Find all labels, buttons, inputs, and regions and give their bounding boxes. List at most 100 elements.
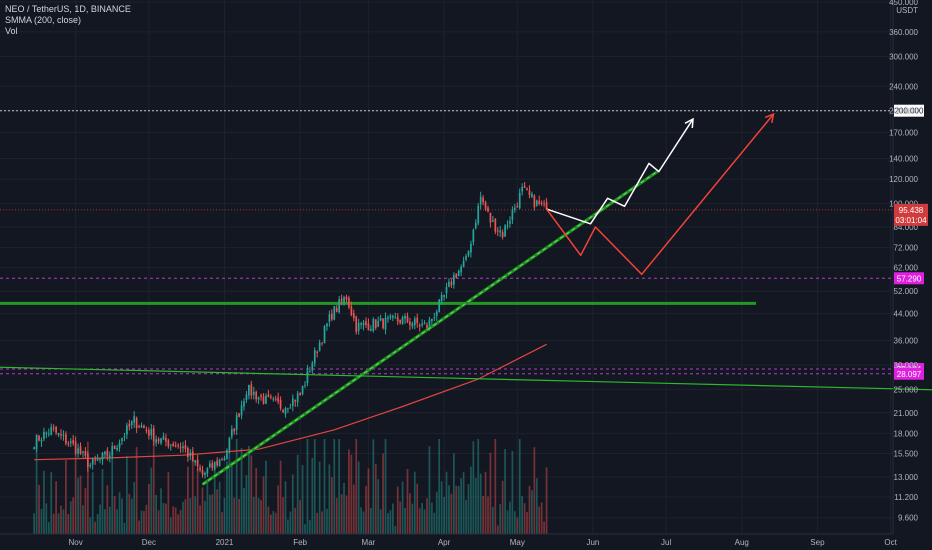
candle-body bbox=[423, 322, 426, 325]
candle-body bbox=[499, 230, 502, 233]
candle-body bbox=[389, 315, 392, 318]
price-axis[interactable]: 450.000 360.000 300.000 240.000 200.000 170.0… bbox=[889, 0, 928, 534]
price-tick-label: 44.000 bbox=[894, 310, 919, 319]
candle-body bbox=[543, 203, 545, 205]
candle-body bbox=[84, 450, 87, 456]
volume-bar bbox=[443, 496, 445, 534]
time-tick-label: Dec bbox=[142, 538, 156, 547]
candle-body bbox=[223, 458, 226, 461]
candle-body bbox=[130, 421, 133, 426]
volume-bar bbox=[60, 505, 62, 534]
candle-body bbox=[294, 399, 297, 402]
volume-bar bbox=[130, 498, 133, 534]
candle-body bbox=[165, 437, 167, 442]
candle-body bbox=[482, 197, 484, 203]
volume-bar bbox=[538, 506, 541, 534]
volume-bar bbox=[389, 510, 392, 534]
projection-red bbox=[545, 113, 775, 276]
volume-bar bbox=[472, 441, 475, 534]
candle-body bbox=[318, 342, 321, 351]
volume-bar bbox=[196, 469, 199, 534]
volume-bar bbox=[435, 491, 438, 534]
volume-bar bbox=[384, 439, 387, 534]
candle-body bbox=[328, 314, 331, 322]
candle-body bbox=[330, 313, 333, 320]
volume-bar bbox=[426, 498, 428, 534]
volume-bar bbox=[413, 471, 416, 534]
volume-bar bbox=[250, 455, 253, 534]
volume-bar bbox=[455, 485, 458, 534]
legend-volume[interactable]: Vol bbox=[5, 26, 18, 36]
volume-bar bbox=[409, 493, 411, 534]
candle-body bbox=[521, 186, 524, 192]
candle-body bbox=[94, 459, 97, 461]
candle-body bbox=[62, 434, 65, 436]
candle-body bbox=[326, 323, 328, 327]
candle-body bbox=[179, 447, 182, 449]
volume-bar bbox=[108, 506, 111, 534]
candle-body bbox=[321, 342, 323, 344]
volume-bar bbox=[199, 505, 201, 534]
price-tick-label: 140.000 bbox=[889, 154, 918, 163]
volume-bar bbox=[421, 502, 423, 534]
price-tick-label: 360.000 bbox=[889, 28, 918, 37]
volume-bar bbox=[467, 484, 470, 534]
volume-bar bbox=[240, 448, 243, 534]
level-tag-label: 28.097 bbox=[897, 370, 922, 379]
volume-bar bbox=[401, 481, 404, 534]
candle-body bbox=[40, 439, 43, 442]
time-tick-label: Sep bbox=[810, 538, 825, 547]
candle-body bbox=[86, 454, 89, 467]
volume-bar bbox=[143, 511, 145, 534]
price-tick-label: 120.000 bbox=[889, 175, 918, 184]
volume-bar bbox=[382, 453, 384, 534]
volume-bar bbox=[206, 483, 209, 534]
volume-bar bbox=[287, 519, 289, 534]
candle-body bbox=[452, 274, 455, 285]
candle-body bbox=[448, 281, 450, 287]
price-tick-label: 52.000 bbox=[894, 287, 919, 296]
candle-body bbox=[406, 315, 409, 323]
volume-bar bbox=[155, 494, 158, 534]
volume-bar bbox=[345, 495, 348, 534]
volume-bar bbox=[184, 499, 187, 534]
volume-bar bbox=[116, 509, 118, 534]
volume-bar bbox=[460, 478, 463, 534]
candle-body bbox=[116, 447, 118, 451]
drawings[interactable] bbox=[0, 112, 932, 486]
candle-body bbox=[252, 392, 255, 395]
volume-bar bbox=[262, 476, 265, 534]
volume-bar bbox=[391, 503, 394, 534]
volume-bar bbox=[45, 503, 48, 534]
volume-bar bbox=[47, 522, 50, 534]
volume-bar bbox=[135, 447, 138, 534]
volume-bar bbox=[74, 452, 77, 534]
candle-body bbox=[540, 202, 543, 205]
volume-bar bbox=[238, 498, 240, 534]
candle-body bbox=[360, 323, 362, 325]
volume-bar bbox=[33, 513, 36, 534]
candle-body bbox=[199, 467, 201, 470]
candle-body bbox=[538, 200, 541, 204]
volume-bar bbox=[513, 511, 516, 534]
volume-bar bbox=[152, 441, 155, 534]
candle-body bbox=[106, 450, 109, 457]
volume-bar bbox=[96, 514, 99, 534]
volume-bar bbox=[394, 526, 397, 534]
time-tick-label: Jul bbox=[661, 538, 671, 547]
candle-body bbox=[69, 441, 72, 444]
time-axis[interactable]: Nov Dec 2021 Feb Mar Apr May Jun Jul Aug Sep Oct bbox=[0, 533, 898, 547]
legend-indicator[interactable]: SMMA (200, close) bbox=[5, 15, 82, 25]
candle-body bbox=[104, 451, 106, 455]
level-tag bbox=[894, 367, 924, 380]
price-tick-label: 13.000 bbox=[894, 473, 919, 482]
candle-body bbox=[177, 444, 179, 447]
candle-body bbox=[470, 243, 472, 253]
volume-bar bbox=[174, 507, 177, 534]
volume-bar bbox=[462, 472, 465, 534]
volume-bar bbox=[372, 439, 375, 534]
legend-symbol[interactable]: NEO / TetherUS, 1D, BINANCE bbox=[5, 4, 131, 14]
candle-body bbox=[245, 394, 248, 400]
